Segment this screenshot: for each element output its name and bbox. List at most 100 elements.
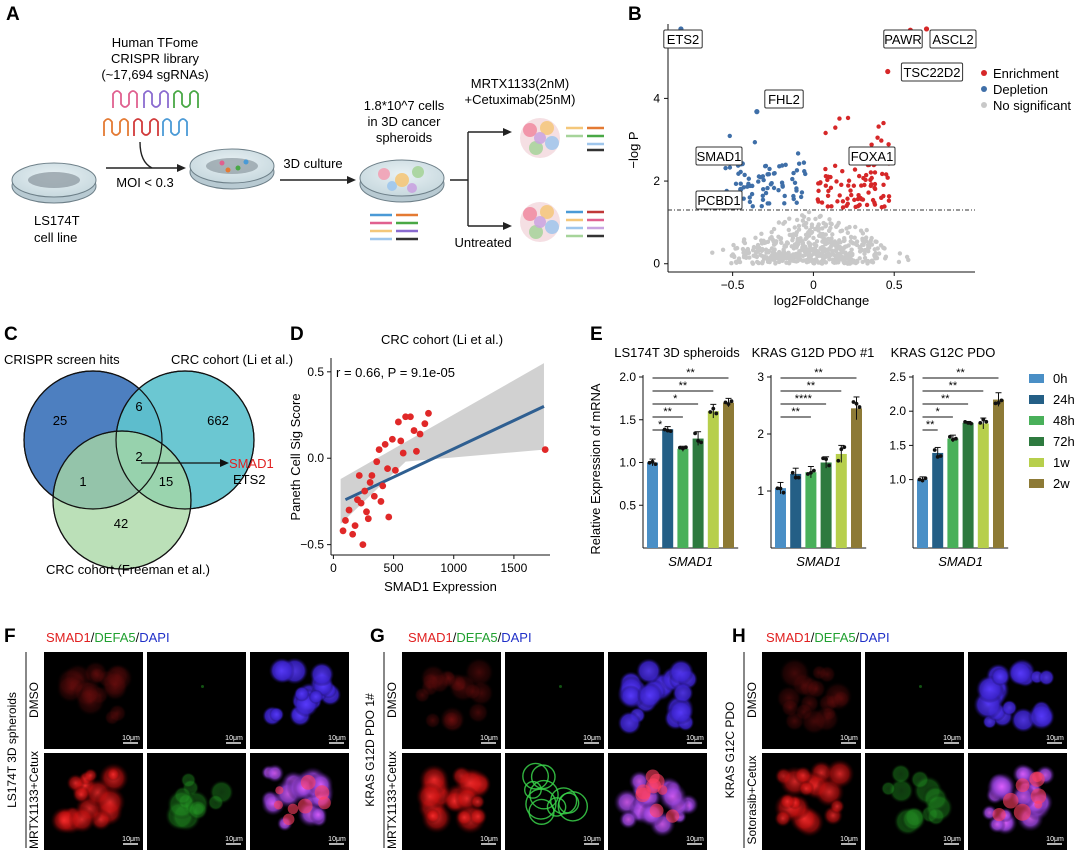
volcano-point-depletion — [791, 196, 796, 202]
scale-bar-label: 10μm — [943, 836, 961, 843]
venn-count-freeman-only: 42 — [114, 516, 128, 531]
volcano-point-ns — [811, 235, 816, 241]
volcano-point-ns — [833, 243, 838, 249]
volcano-point-enrichment — [872, 186, 878, 192]
stain-label-f: SMAD1/DEFA5/DAPI — [46, 630, 170, 645]
volcano-point-depletion — [803, 171, 808, 177]
sig-label: ** — [807, 380, 816, 392]
volcano-point-ns — [824, 252, 830, 258]
volcano-point-enrichment — [852, 197, 857, 203]
venn-count-li-freeman: 15 — [159, 474, 173, 489]
volcano-point-ns — [740, 246, 746, 252]
replicate-dot — [781, 490, 786, 495]
volcano-point-ns — [734, 245, 740, 251]
panel-letter-b: B — [628, 4, 642, 25]
volcano-point-enrichment — [837, 116, 842, 121]
bar-24h — [932, 452, 944, 548]
corr-ytick: 0.5 — [307, 365, 324, 379]
volcano-point-ns — [734, 260, 739, 265]
corr-point — [364, 515, 372, 523]
volcano-point-enrichment — [851, 183, 857, 188]
corr-xtick: 500 — [384, 561, 404, 575]
bar-ytick: 1 — [757, 484, 764, 498]
replicate-dot — [827, 463, 831, 468]
volcano-point-enrichment — [856, 192, 861, 198]
volcano-point-ns — [773, 260, 778, 265]
legend-no-significant: No significant — [993, 98, 1071, 113]
micrograph-g-dmso-merge: 10μm — [608, 652, 707, 749]
volcano-point-depletion — [771, 185, 777, 191]
micrograph-f-treated-defa5: 10μm — [147, 753, 246, 850]
volcano-point-enrichment — [825, 204, 830, 209]
volcano-point-ns — [832, 239, 838, 244]
volcano-point-ns — [876, 251, 882, 256]
volcano-point-ns — [869, 242, 875, 247]
culture-label: 3D culture — [283, 156, 342, 171]
micrograph-h-treated-merge: 10μm — [968, 753, 1067, 850]
group-label-f: LS174T 3D spheroids — [5, 692, 19, 808]
volcano-point-depletion — [738, 181, 743, 186]
volcano-point-ns — [862, 251, 867, 257]
volcano-point-ns — [806, 240, 811, 245]
volcano-point-ns — [857, 256, 862, 261]
volcano-point-ns — [809, 229, 815, 235]
volcano-point-ns — [760, 259, 765, 264]
volcano-point-ns — [857, 249, 863, 254]
volcano-point-ns — [786, 256, 792, 261]
volcano-point-enrichment — [826, 188, 831, 194]
volcano-point-ns — [844, 226, 849, 231]
corr-point — [381, 441, 389, 448]
corr-point — [375, 446, 383, 453]
volcano-point-enrichment — [856, 173, 862, 179]
bar-ytick: 1.0 — [889, 473, 906, 487]
scale-bar-label: 10μm — [583, 735, 601, 742]
volcano-point-enrichment — [870, 197, 876, 203]
scale-bar-label: 10μm — [480, 836, 498, 843]
volcano-point-ns — [872, 247, 877, 252]
panel-b: B 0 2 4 −0.5 0 0.5 log2FoldChange −log P ETS2 PAW… — [626, 4, 1071, 308]
volcano-point-ns — [808, 247, 814, 252]
volcano-highlight-point — [923, 26, 930, 32]
volcano-point-depletion — [794, 186, 799, 191]
volcano-point-depletion — [723, 165, 728, 171]
volcano-point-ns — [790, 258, 795, 263]
volcano-point-ns — [780, 251, 785, 256]
volcano-point-ns — [792, 242, 798, 247]
volcano-plot: 0 2 4 −0.5 0 0.5 log2FoldChange −log P ETS2 PAWR A… — [626, 24, 977, 308]
legend-swatch — [1029, 416, 1044, 425]
replicate-dot — [951, 437, 955, 442]
volcano-point-enrichment — [886, 194, 892, 199]
volcano-point-enrichment — [832, 163, 838, 169]
volcano-point-enrichment — [872, 170, 878, 175]
volcano-point-depletion — [798, 194, 804, 200]
dish-ls174t — [11, 162, 97, 204]
cells-line2: in 3D cancer — [368, 114, 442, 129]
volcano-point-ns — [769, 257, 775, 262]
micrograph-f-dmso-defa5: 10μm — [147, 652, 246, 749]
gene-label: PAWR — [884, 32, 922, 47]
volcano-point-enrichment — [845, 201, 850, 206]
bar-chart-title: LS174T 3D spheroids — [614, 345, 740, 360]
volcano-point-ns — [863, 235, 869, 240]
volcano-point-depletion — [796, 161, 802, 166]
gene-label-box — [695, 146, 743, 166]
correlation-plot: −0.5 0.0 0.5 0 500 1000 1500 SMAD1 Expression Pa… — [288, 358, 550, 594]
bar-ytick: 2.0 — [889, 404, 906, 418]
volcano-point-depletion — [742, 172, 747, 178]
panel-h: H SMAD1/DEFA5/DAPI KRAS G12C PDO DMSO So… — [723, 626, 1067, 850]
volcano-point-ns — [777, 249, 782, 255]
replicate-dot — [726, 402, 731, 406]
volcano-xtick: −0.5 — [721, 278, 745, 292]
volcano-point-depletion — [750, 183, 755, 189]
volcano-ytick: 4 — [653, 91, 660, 105]
treatment-line2: +Cetuximab(25nM) — [465, 92, 576, 107]
scale-bar-label: 10μm — [122, 836, 140, 843]
volcano-point-depletion — [792, 180, 798, 185]
volcano-point-ns — [813, 243, 818, 249]
panel-letter-d: D — [290, 324, 304, 345]
venn-set3-label: CRC cohort (Freeman et al.) — [46, 562, 210, 577]
replicate-dot — [981, 417, 986, 422]
corr-point — [421, 420, 429, 428]
bar-ytick: 1.5 — [619, 413, 636, 427]
volcano-point-ns — [769, 234, 774, 240]
